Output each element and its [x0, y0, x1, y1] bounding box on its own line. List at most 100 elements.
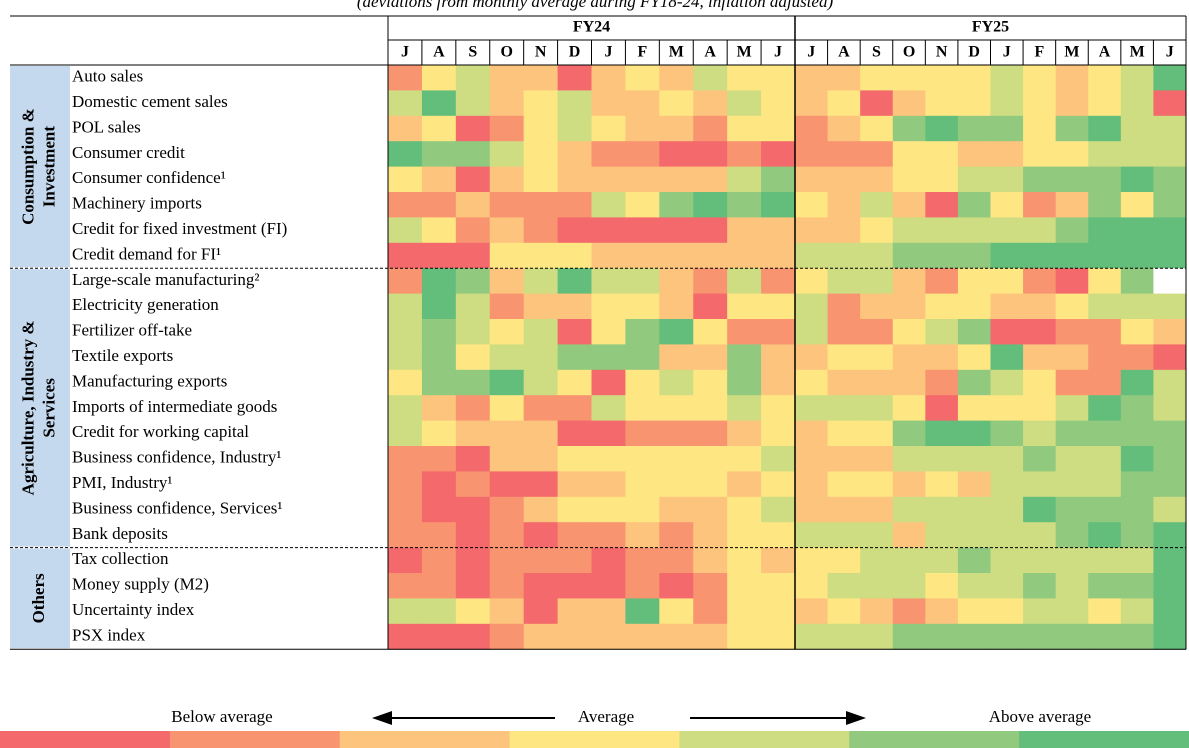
- color-scale: [169, 731, 341, 748]
- heat-cell: [795, 446, 829, 472]
- month-label: D: [968, 44, 980, 61]
- heat-cell: [892, 573, 926, 599]
- heat-cell: [1088, 217, 1122, 244]
- heat-cell: [1088, 623, 1122, 650]
- heat-cell: [795, 420, 829, 447]
- subtitle: (deviations from monthly average during …: [357, 0, 834, 11]
- arrow-head: [372, 711, 392, 725]
- heat-cell: [523, 420, 559, 447]
- heat-cell: [957, 573, 991, 599]
- heat-cell: [827, 446, 861, 472]
- heat-cell: [1023, 446, 1057, 472]
- heat-cell: [892, 65, 926, 91]
- heat-cell: [990, 192, 1024, 218]
- heat-cell: [523, 369, 559, 396]
- heat-cell: [925, 242, 959, 269]
- heat-cell: [957, 242, 991, 269]
- heat-cell: [1055, 369, 1089, 396]
- heat-cell: [795, 217, 829, 244]
- heat-cell: [1023, 344, 1057, 371]
- heat-cell: [489, 319, 525, 345]
- heat-cell: [1055, 90, 1089, 117]
- heat-cell: [693, 141, 728, 168]
- month-label: N: [535, 44, 547, 61]
- heat-cell: [523, 573, 559, 599]
- heat-cell: [892, 293, 926, 320]
- month-label: M: [1130, 44, 1145, 61]
- heat-cell: [591, 217, 626, 244]
- heat-cell: [591, 242, 626, 269]
- heat-cell: [1088, 471, 1122, 498]
- month-label: A: [704, 44, 716, 61]
- heat-cell: [625, 192, 660, 218]
- heat-cell: [1023, 598, 1057, 625]
- row-label: Consumer credit: [72, 143, 185, 162]
- month-label: F: [1034, 44, 1044, 61]
- heat-cell: [925, 293, 959, 320]
- heat-cell: [860, 420, 894, 447]
- heat-cell: [489, 420, 525, 447]
- heat-cell: [990, 217, 1024, 244]
- heat-cell: [557, 141, 592, 168]
- color-scale: [509, 731, 680, 748]
- heat-cell: [421, 496, 457, 523]
- heat-cell: [659, 293, 694, 320]
- heat-cell: [1055, 192, 1089, 218]
- heat-cell: [1153, 344, 1187, 371]
- period-label: FY24: [573, 19, 610, 36]
- heat-cell: [795, 268, 829, 295]
- heat-cell: [388, 217, 423, 244]
- color-scale: [849, 731, 1020, 748]
- heat-cell: [421, 268, 457, 295]
- heat-cell: [727, 547, 762, 574]
- heat-cell: [625, 242, 660, 269]
- heat-cell: [1023, 115, 1057, 142]
- heat-cell: [659, 217, 694, 244]
- heat-cell: [455, 90, 491, 117]
- heat-cell: [523, 471, 559, 498]
- heat-cell: [892, 547, 926, 574]
- heat-cell: [625, 471, 660, 498]
- heat-cell: [1055, 471, 1089, 498]
- heat-cell: [827, 90, 861, 117]
- heat-cell: [455, 319, 491, 345]
- heat-cell: [489, 65, 525, 91]
- heat-cell: [1120, 395, 1154, 422]
- heat-cell: [795, 573, 829, 599]
- heat-cell: [727, 598, 762, 625]
- heat-cell: [860, 65, 894, 91]
- heat-cell: [827, 369, 861, 396]
- heat-cell: [455, 268, 491, 295]
- heat-cell: [388, 65, 423, 91]
- group-bg: [10, 66, 70, 268]
- heat-cell: [1088, 115, 1122, 142]
- heat-cell: [1153, 319, 1187, 345]
- heat-cell: [1153, 293, 1187, 320]
- heat-cell: [455, 547, 491, 574]
- heat-cell: [591, 598, 626, 625]
- heat-cell: [455, 242, 491, 269]
- heat-cell: [727, 319, 762, 345]
- heat-cell: [591, 141, 626, 168]
- heat-cell: [489, 344, 525, 371]
- heat-cell: [860, 319, 894, 345]
- heat-cell: [1055, 319, 1089, 345]
- heat-cell: [727, 268, 762, 295]
- heat-cell: [625, 369, 660, 396]
- heat-cell: [591, 293, 626, 320]
- heat-cell: [925, 446, 959, 472]
- heat-cell: [625, 496, 660, 523]
- heat-cell: [827, 573, 861, 599]
- heat-cell: [659, 598, 694, 625]
- heat-cell: [489, 446, 525, 472]
- heat-cell: [761, 623, 796, 650]
- heat-cell: [860, 623, 894, 650]
- heat-cell: [892, 395, 926, 422]
- heat-cell: [990, 319, 1024, 345]
- heat-cell: [827, 471, 861, 498]
- heat-cell: [761, 573, 796, 599]
- heat-cell: [523, 90, 559, 117]
- heat-cell: [625, 446, 660, 472]
- heat-cell: [455, 598, 491, 625]
- heat-cell: [727, 141, 762, 168]
